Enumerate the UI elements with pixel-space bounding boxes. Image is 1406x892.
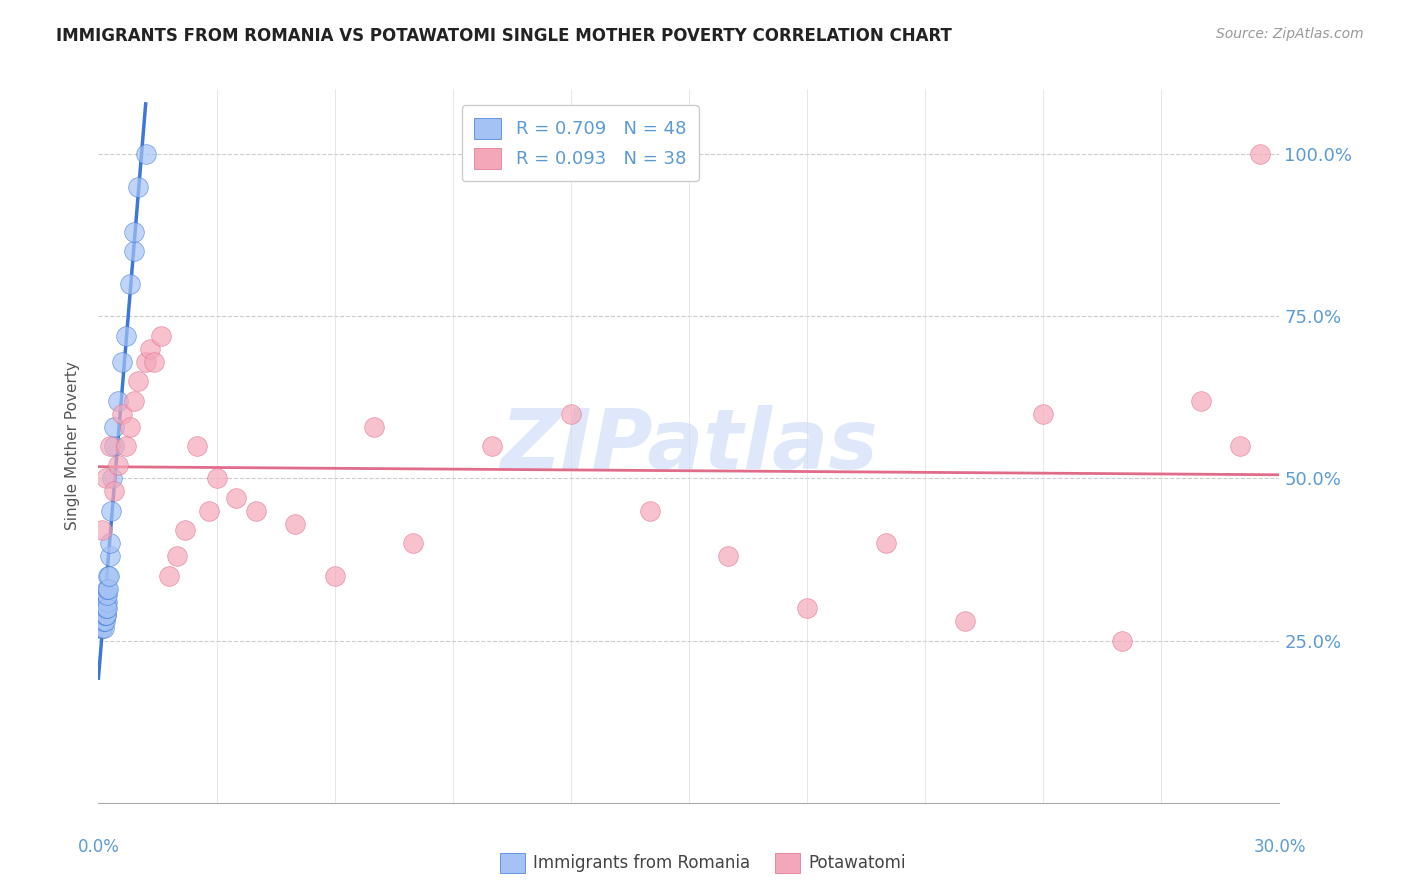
Point: [717, 549, 740, 564]
Point: [796, 601, 818, 615]
Point: [481, 439, 503, 453]
Point: [93, 601, 115, 615]
Point: [1032, 407, 1054, 421]
Point: [245, 504, 267, 518]
Point: [89, 621, 111, 635]
Point: [1111, 633, 1133, 648]
Point: [96, 601, 118, 615]
Point: [97, 568, 120, 582]
Point: [115, 439, 138, 453]
Point: [166, 549, 188, 564]
Point: [98, 439, 121, 453]
Y-axis label: Single Mother Poverty: Single Mother Poverty: [65, 361, 80, 531]
Point: [96, 607, 118, 622]
Point: [111, 407, 134, 421]
Point: [953, 614, 976, 628]
Point: [150, 328, 173, 343]
Point: [93, 614, 115, 628]
Point: [96, 595, 118, 609]
Point: [91, 614, 114, 628]
Point: [91, 601, 114, 615]
Point: [93, 621, 115, 635]
Text: 0.0%: 0.0%: [77, 838, 120, 855]
Point: [93, 614, 115, 628]
Point: [363, 419, 385, 434]
Point: [94, 607, 117, 622]
Point: [89, 607, 111, 622]
Point: [225, 491, 247, 505]
Point: [96, 588, 118, 602]
Point: [97, 582, 120, 596]
Point: [90, 614, 112, 628]
Point: [1189, 393, 1212, 408]
Text: Source: ZipAtlas.com: Source: ZipAtlas.com: [1216, 27, 1364, 41]
Point: [98, 549, 121, 564]
Point: [96, 601, 118, 615]
Point: [91, 607, 114, 622]
Point: [142, 354, 165, 368]
Point: [560, 407, 582, 421]
Legend: Immigrants from Romania, Potawatomi: Immigrants from Romania, Potawatomi: [494, 847, 912, 880]
Point: [1229, 439, 1251, 453]
Point: [96, 588, 118, 602]
Point: [97, 568, 120, 582]
Point: [91, 614, 114, 628]
Point: [91, 607, 114, 622]
Point: [90, 607, 112, 622]
Point: [1249, 147, 1271, 161]
Point: [284, 516, 307, 531]
Point: [93, 601, 115, 615]
Point: [94, 601, 117, 615]
Point: [122, 244, 145, 259]
Point: [402, 536, 425, 550]
Point: [98, 536, 121, 550]
Point: [96, 471, 118, 485]
Point: [638, 504, 661, 518]
Legend: R = 0.709   N = 48, R = 0.093   N = 38: R = 0.709 N = 48, R = 0.093 N = 38: [461, 105, 699, 181]
Point: [103, 439, 125, 453]
Point: [93, 607, 115, 622]
Point: [127, 374, 149, 388]
Point: [186, 439, 208, 453]
Point: [94, 607, 117, 622]
Point: [101, 471, 124, 485]
Text: 30.0%: 30.0%: [1253, 838, 1306, 855]
Point: [91, 621, 114, 635]
Point: [118, 277, 141, 291]
Point: [122, 225, 145, 239]
Point: [138, 342, 160, 356]
Point: [157, 568, 180, 582]
Point: [115, 328, 138, 343]
Point: [323, 568, 346, 582]
Point: [103, 419, 125, 434]
Point: [127, 179, 149, 194]
Point: [135, 354, 157, 368]
Point: [96, 582, 118, 596]
Point: [103, 484, 125, 499]
Point: [91, 614, 114, 628]
Point: [107, 393, 129, 408]
Point: [94, 595, 117, 609]
Point: [93, 601, 115, 615]
Point: [90, 621, 112, 635]
Text: IMMIGRANTS FROM ROMANIA VS POTAWATOMI SINGLE MOTHER POVERTY CORRELATION CHART: IMMIGRANTS FROM ROMANIA VS POTAWATOMI SI…: [56, 27, 952, 45]
Point: [100, 504, 122, 518]
Point: [135, 147, 157, 161]
Point: [91, 524, 114, 538]
Point: [118, 419, 141, 434]
Point: [875, 536, 897, 550]
Point: [122, 393, 145, 408]
Point: [94, 601, 117, 615]
Point: [111, 354, 134, 368]
Text: ZIPatlas: ZIPatlas: [501, 406, 877, 486]
Point: [107, 458, 129, 473]
Point: [174, 524, 197, 538]
Point: [197, 504, 219, 518]
Point: [205, 471, 228, 485]
